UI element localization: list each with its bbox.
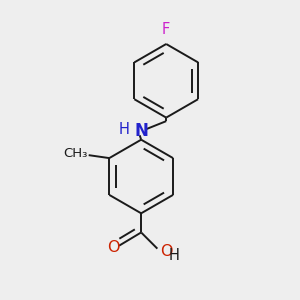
Text: H: H: [169, 248, 179, 263]
Text: N: N: [134, 122, 148, 140]
Text: F: F: [162, 22, 170, 37]
Text: O: O: [107, 240, 119, 255]
Text: O: O: [160, 244, 173, 259]
Text: H: H: [118, 122, 129, 137]
Text: CH₃: CH₃: [63, 147, 87, 160]
